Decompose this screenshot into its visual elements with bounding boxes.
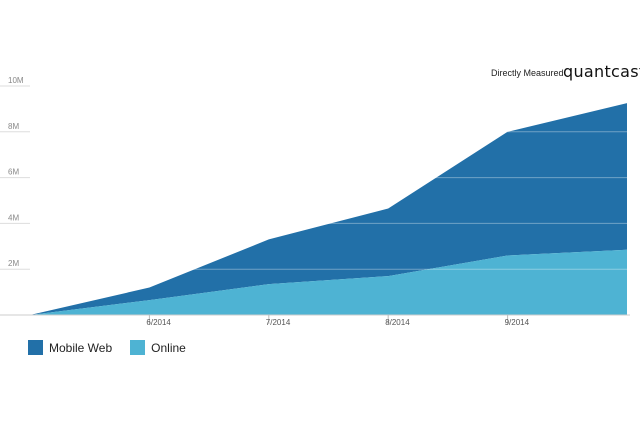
- x-tick-label: 8/2014: [385, 318, 410, 327]
- legend-item-mobile-web: Mobile Web: [28, 340, 112, 355]
- legend-item-online: Online: [130, 340, 186, 355]
- x-tick-label: 6/2014: [146, 318, 171, 327]
- y-tick-label: 8M: [8, 122, 19, 131]
- y-tick-label: 6M: [8, 168, 19, 177]
- online-area: [30, 249, 627, 315]
- y-tick-label: 10M: [8, 76, 24, 85]
- chart-legend: Mobile Web Online: [28, 340, 204, 355]
- quantcast-logo: quantcast: [563, 62, 640, 81]
- mobile-web-area: [30, 103, 627, 315]
- legend-label-online: Online: [151, 340, 186, 355]
- legend-label-mobile-web: Mobile Web: [49, 340, 113, 355]
- x-tick-label: 9/2014: [505, 318, 530, 327]
- legend-swatch-online: [130, 340, 146, 355]
- y-tick-label: 4M: [8, 213, 19, 222]
- legend-swatch-mobile-web: [28, 340, 43, 355]
- directly-measured-label: Directly Measured: [491, 68, 564, 78]
- x-tick-label: 7/2014: [266, 318, 291, 327]
- y-tick-label: 2M: [8, 259, 19, 268]
